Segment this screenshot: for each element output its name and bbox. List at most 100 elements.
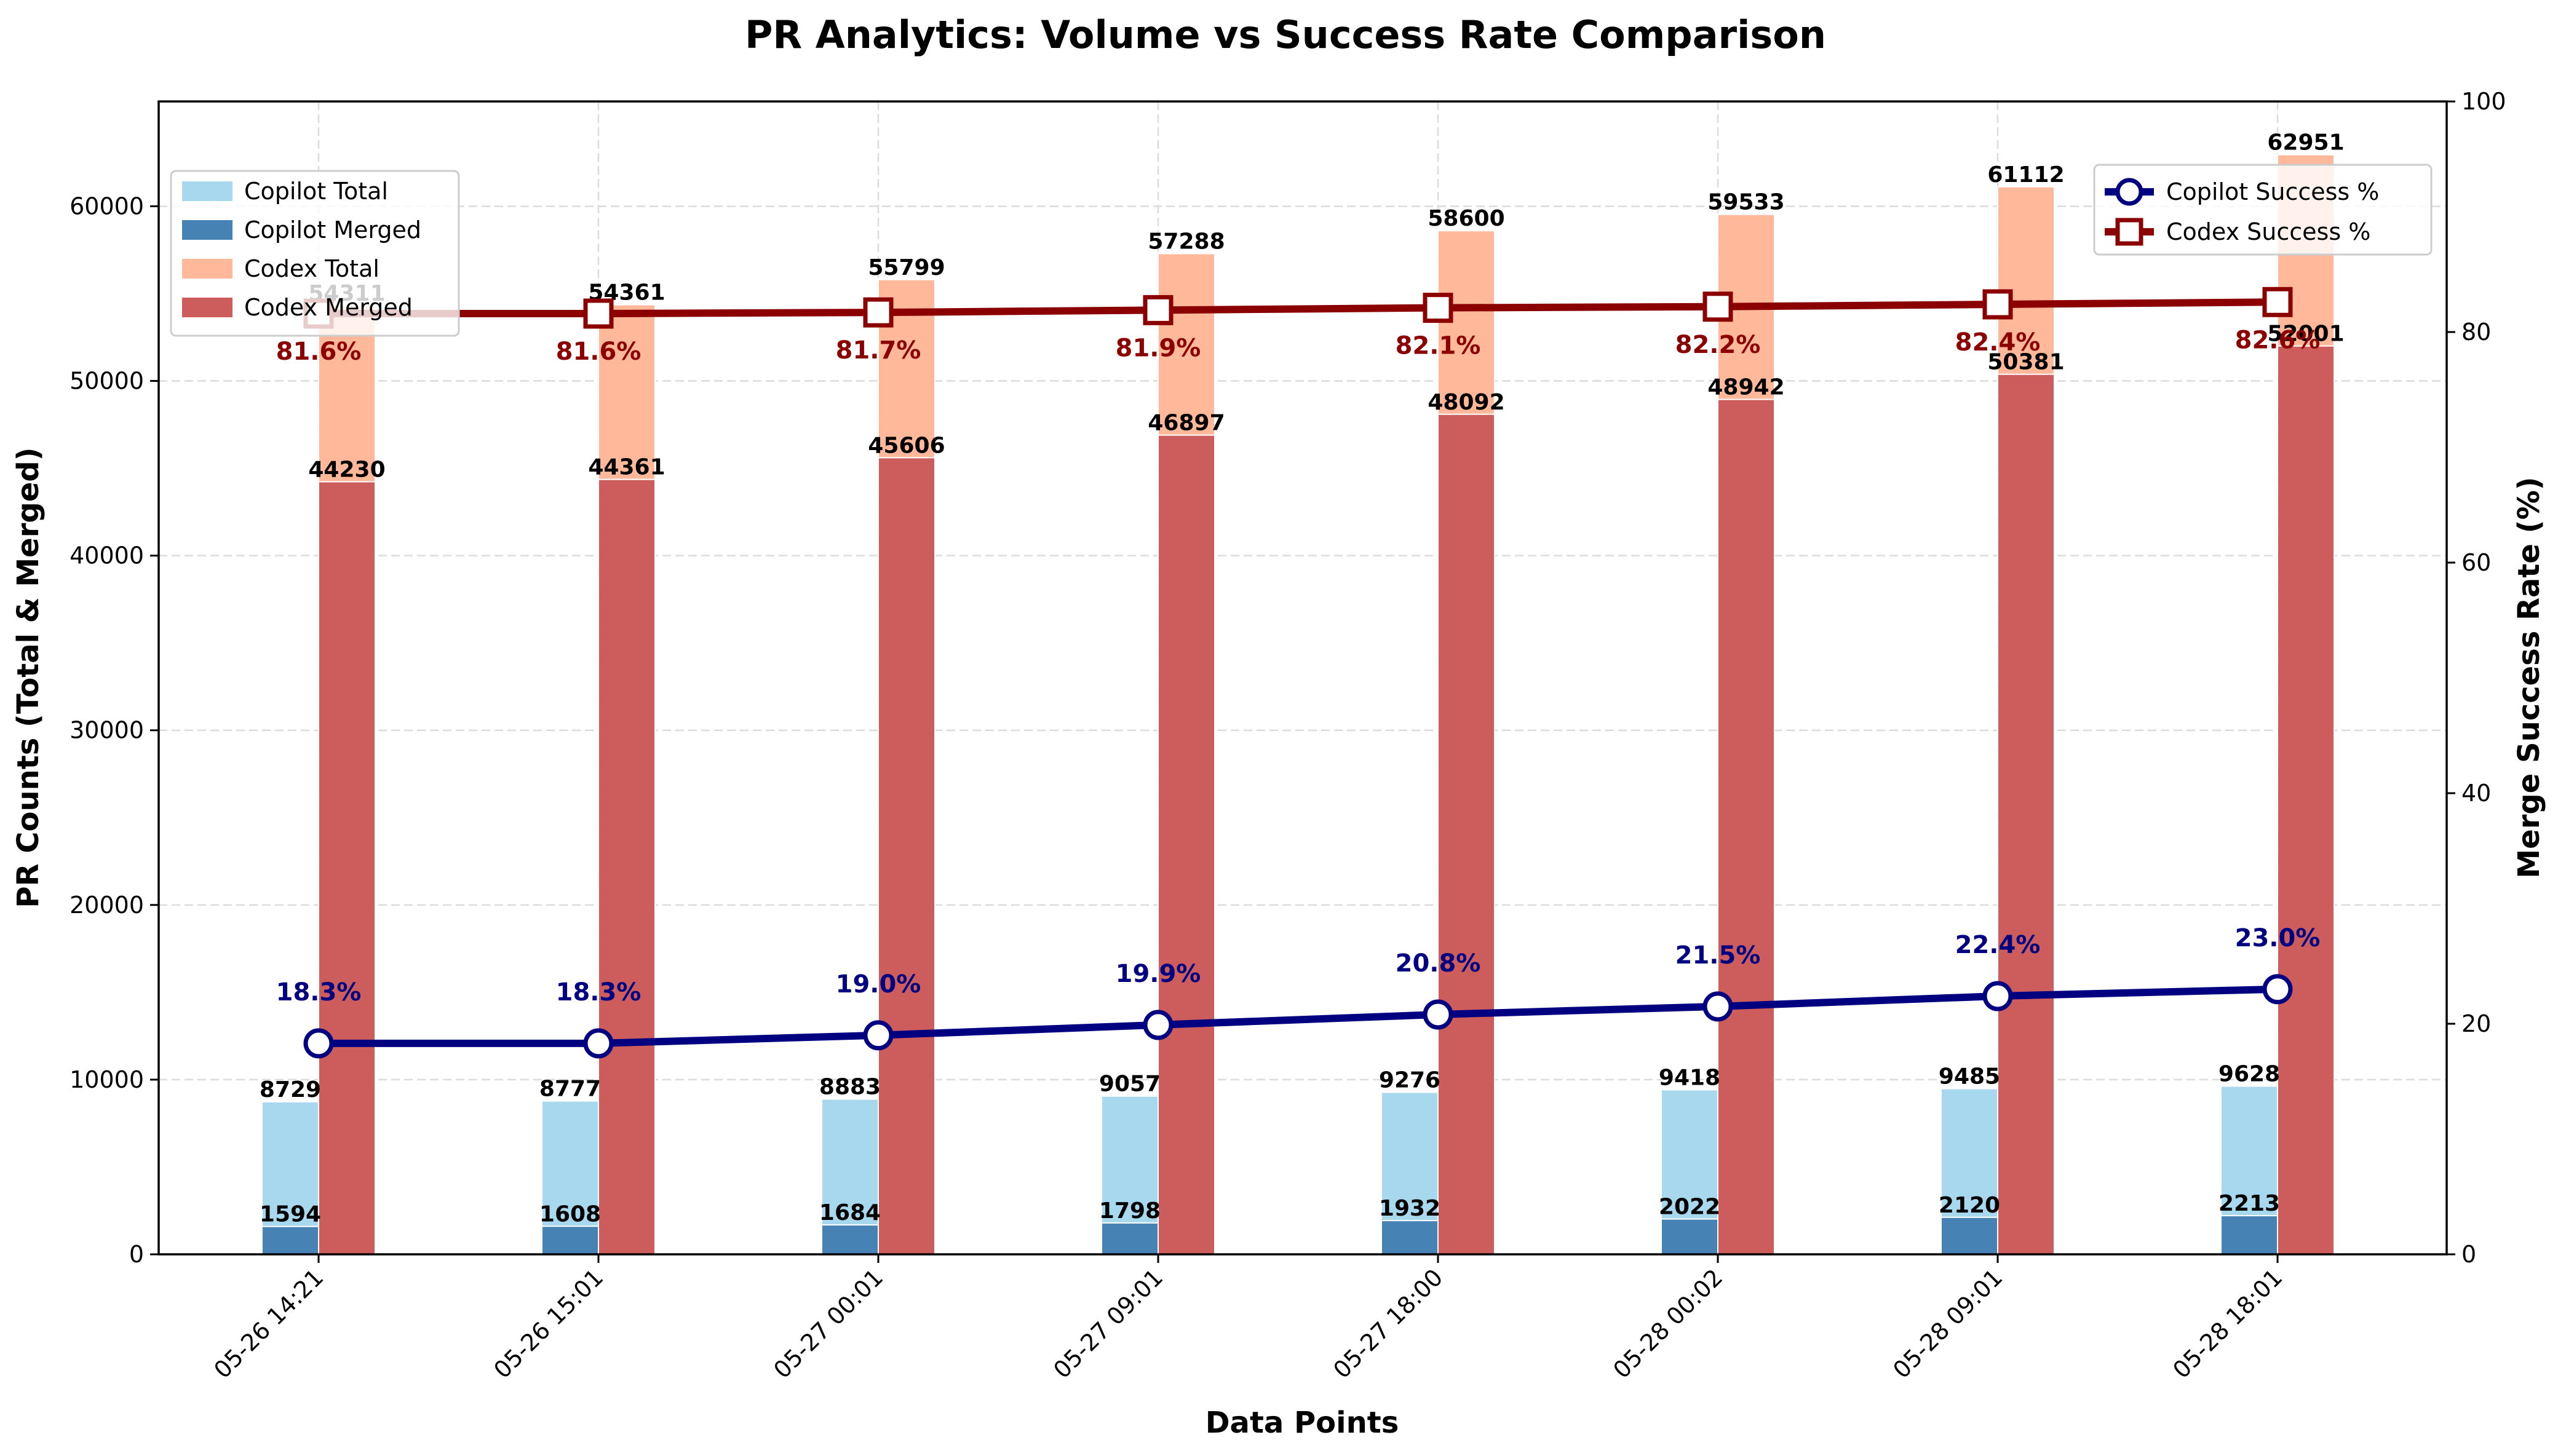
plot-frame — [157, 100, 2448, 1256]
line-value-label: 82.4% — [1955, 328, 2041, 357]
line-point-marker — [863, 1020, 894, 1051]
left-axis-tick-label: 20000 — [70, 892, 144, 919]
left-axis-tick-label: 40000 — [70, 542, 144, 569]
left-axis-tick-label: 30000 — [70, 717, 144, 744]
line-value-label: 82.2% — [1675, 331, 1761, 359]
bar-codex-merged — [318, 481, 376, 1255]
bar-copilot-merged — [1940, 1216, 1998, 1255]
bar-copilot-merged — [1101, 1222, 1159, 1255]
line-value-label: 23.0% — [2235, 924, 2321, 952]
right-axis-tick-label: 60 — [2461, 549, 2491, 576]
legend-marker — [2115, 178, 2143, 206]
bar-codex-merged — [1437, 413, 1495, 1255]
bar-value-label: 9628 — [2218, 1061, 2280, 1086]
bar-value-label: 1684 — [819, 1200, 881, 1225]
right-axis-tick-label: 80 — [2461, 318, 2491, 346]
legend-swatch — [182, 298, 232, 317]
bar-value-label: 62951 — [2267, 130, 2344, 156]
line-value-label: 18.3% — [276, 978, 362, 1007]
line-point-marker — [1982, 289, 2013, 320]
bar-codex-merged — [1997, 373, 2055, 1256]
bar-copilot-merged — [821, 1224, 879, 1255]
line-value-label: 82.1% — [1396, 332, 1481, 360]
legend-entry-label: Copilot Merged — [244, 216, 421, 243]
bar-copilot-merged — [541, 1225, 599, 1256]
bar-value-label: 48942 — [1707, 375, 1784, 400]
right-axis-tick-label: 40 — [2461, 780, 2491, 807]
right-y-axis: 0 20 40 60 80 100 — [2447, 88, 2506, 1268]
line-value-label: 19.0% — [836, 970, 921, 999]
bar-value-label: 59533 — [1707, 190, 1784, 215]
line-codex-success — [319, 298, 2278, 317]
line-point-marker — [303, 1028, 334, 1059]
line-point-marker — [583, 1028, 614, 1059]
right-axis-tick-label: 0 — [2461, 1241, 2476, 1268]
bar-value-label: 57288 — [1148, 229, 1225, 255]
legend-entry-label: Copilot Success % — [2166, 178, 2379, 205]
bar-value-label: 1594 — [260, 1202, 321, 1227]
legend-box — [170, 170, 460, 337]
right-axis-tick-label: 20 — [2461, 1010, 2491, 1037]
legend-swatch — [182, 259, 232, 279]
bar-value-label: 46897 — [1148, 411, 1225, 436]
line-point-marker — [1982, 981, 2013, 1011]
bar-copilot-merged — [261, 1225, 319, 1256]
legend-swatch — [182, 181, 232, 201]
line-point-marker — [1702, 991, 1733, 1022]
bar-copilot-merged — [1381, 1220, 1439, 1256]
line-value-label: 20.8% — [1396, 949, 1481, 978]
bar-value-label: 55799 — [868, 255, 945, 280]
bar-codex-merged — [1717, 398, 1775, 1255]
bar-value-label: 45606 — [868, 433, 945, 458]
bar-value-label: 2120 — [1939, 1193, 2000, 1218]
bar-value-label: 1608 — [539, 1201, 601, 1227]
left-axis-tick-label: 0 — [129, 1241, 144, 1268]
legend-entry-label: Codex Success % — [2166, 218, 2370, 245]
bar-codex-merged — [2277, 345, 2335, 1255]
bar-value-label: 2022 — [1659, 1195, 1720, 1220]
line-value-labels: 18.3% 18.3% 19.0% 19.9% 20.8% 21.5% 22.4% 23.0%… — [276, 326, 2321, 1007]
legend-bars: Copilot Total Copilot Merged Codex Total Co… — [170, 170, 460, 337]
legend-entry-label: Codex Total — [244, 255, 379, 282]
bar-copilot-merged — [1661, 1218, 1718, 1255]
line-point-marker — [1423, 999, 1453, 1030]
line-value-label: 82.6% — [2235, 326, 2321, 354]
right-axis-tick-label: 100 — [2461, 88, 2506, 115]
bar-value-label: 1798 — [1099, 1198, 1161, 1224]
left-y-axis-label: PR Counts (Total & Merged) — [11, 447, 46, 908]
left-axis-tick-label: 50000 — [70, 368, 144, 395]
line-point-marker — [863, 297, 894, 328]
bar-value-label: 61112 — [1987, 162, 2064, 188]
legend-swatch — [182, 220, 232, 240]
bar-value-label: 50381 — [1987, 350, 2064, 375]
line-point-marker — [1702, 291, 1733, 322]
bar-value-label: 9276 — [1379, 1067, 1440, 1093]
bar-codex-merged — [1158, 434, 1215, 1255]
line-value-label: 18.3% — [556, 978, 641, 1007]
bar-value-label: 44361 — [588, 455, 665, 480]
bar-codex-merged — [878, 457, 935, 1255]
bar-copilot-merged — [2220, 1215, 2278, 1256]
bar-value-labels: 8729 8777 8883 9057 9276 9418 9485 9628 1594 1608… — [260, 130, 2345, 1227]
line-value-label: 21.5% — [1675, 941, 1761, 970]
bar-codex-merged — [598, 478, 656, 1256]
bar-value-label: 58600 — [1428, 206, 1504, 231]
line-point-marker — [583, 298, 614, 329]
left-axis-tick-label: 10000 — [70, 1066, 144, 1093]
bar-value-label: 52001 — [2267, 322, 2344, 347]
line-value-label: 81.6% — [276, 338, 362, 366]
line-point-marker — [1423, 293, 1453, 323]
legend-entry-label: Codex Merged — [244, 294, 413, 321]
bar-value-label: 9418 — [1659, 1065, 1720, 1090]
left-axis-tick-label: 60000 — [70, 192, 144, 220]
bar-value-label: 48092 — [1428, 390, 1504, 415]
bar-value-label: 8883 — [819, 1075, 881, 1100]
right-y-axis-label: Merge Success Rate (%) — [2512, 477, 2546, 878]
legend-lines: Copilot Success % Codex Success % — [2093, 164, 2433, 256]
bar-value-label: 44230 — [308, 457, 385, 482]
bar-marks — [261, 154, 2335, 1256]
line-point-marker — [2262, 974, 2293, 1005]
bar-value-label: 1932 — [1379, 1196, 1440, 1221]
line-point-marker — [1143, 1010, 1174, 1040]
